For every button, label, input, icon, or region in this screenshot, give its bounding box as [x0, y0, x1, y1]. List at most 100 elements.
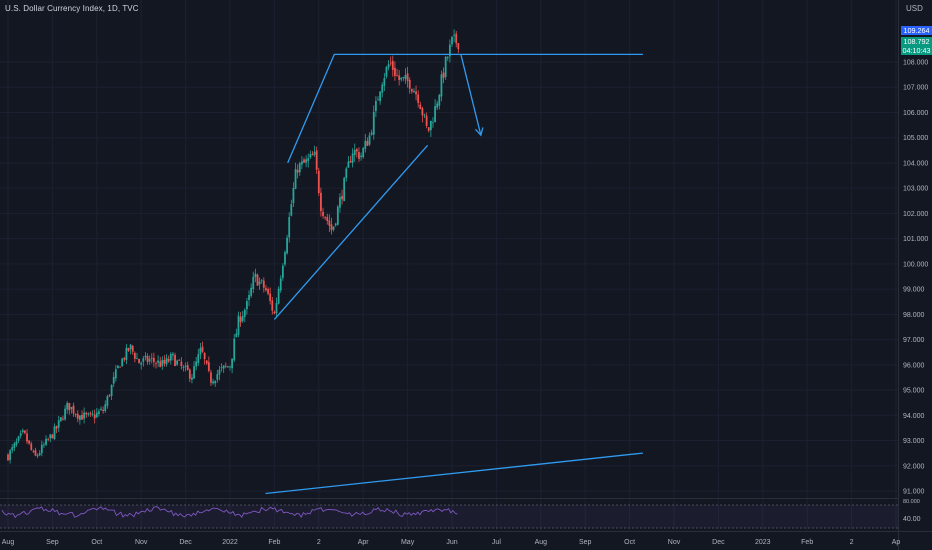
candle-body: [391, 60, 394, 70]
candle-body: [167, 358, 170, 362]
candle-body: [398, 75, 401, 81]
candle-body: [131, 345, 134, 352]
candle-body: [148, 359, 151, 362]
candle-body: [144, 355, 147, 358]
candle-body: [121, 358, 124, 367]
time-axis[interactable]: Aug Sep Oct Nov Dec 2022 Feb 2 Apr May Jun Jul Aug Se…: [0, 531, 932, 547]
candle-body: [353, 150, 356, 155]
candle-body: [30, 443, 33, 450]
candle-body: [332, 226, 335, 230]
candle-body: [237, 315, 240, 335]
candle-body: [112, 376, 115, 384]
candle-body: [362, 148, 365, 158]
candle-body: [294, 169, 297, 189]
y-tick-label: 96.000: [903, 362, 925, 369]
forecast-arrow-head[interactable]: [474, 127, 484, 137]
x-tick-label: 2: [850, 539, 854, 546]
x-tick-label: Oct: [91, 539, 102, 546]
candle-body: [267, 289, 269, 294]
x-tick-label: Aug: [535, 539, 548, 546]
candle-body: [358, 152, 360, 159]
candle-body: [254, 273, 257, 277]
x-tick-label: Aug: [2, 539, 15, 546]
channel-lower-line[interactable]: [273, 144, 429, 320]
price-axis[interactable]: 91.000 92.000 93.000 94.000 95.000 96.000 97.0…: [898, 0, 929, 550]
candle-body: [313, 152, 316, 155]
x-tick-label: Feb: [801, 539, 813, 546]
candle-body: [43, 444, 45, 446]
channel-upper-line[interactable]: [287, 53, 441, 164]
candle-body: [425, 115, 428, 126]
candle-body: [436, 103, 439, 108]
y-tick-label: 93.000: [903, 438, 925, 445]
candle-body: [59, 417, 62, 421]
candle-body: [248, 295, 250, 300]
candle-body: [451, 36, 453, 45]
x-tick-label: 2023: [755, 539, 771, 546]
drawings[interactable]: [265, 53, 643, 495]
candle-body: [231, 358, 234, 369]
candle-body: [246, 301, 248, 310]
candle-body: [396, 75, 398, 76]
candle-body: [210, 372, 212, 383]
candle-body: [265, 288, 267, 291]
candle-body: [216, 374, 219, 380]
candle-body: [95, 412, 98, 418]
y-tick-label: 106.000: [903, 110, 928, 117]
forecast-arrow-shaft[interactable]: [460, 54, 482, 136]
candle-body: [83, 412, 86, 419]
candle-body: [214, 380, 217, 384]
candle-body: [408, 79, 411, 89]
candle-body: [284, 252, 286, 265]
candle-body: [102, 409, 105, 411]
candle-body: [49, 434, 52, 439]
candle-body: [446, 57, 449, 58]
candle-body: [402, 76, 405, 78]
candle-body: [184, 365, 187, 367]
candle-body: [377, 99, 379, 101]
candle-body: [330, 224, 333, 231]
y-tick-label: 99.000: [903, 287, 925, 294]
candle-body: [243, 309, 246, 317]
candle-body: [226, 366, 229, 368]
candle-body: [91, 414, 94, 415]
candle-body: [114, 369, 117, 379]
y-tick-label: 92.000: [903, 463, 925, 470]
candle-body: [320, 192, 322, 212]
candle-body: [235, 333, 238, 338]
candle-body: [258, 281, 261, 285]
candle-body: [205, 360, 208, 364]
candle-body: [355, 149, 358, 152]
candle-body: [98, 411, 100, 414]
candle-body: [260, 280, 263, 282]
long-trendline[interactable]: [265, 452, 643, 495]
candle-body: [457, 43, 460, 50]
candle-body: [180, 361, 183, 367]
x-tick-label: Apr: [358, 539, 370, 546]
x-tick-label: Ap: [892, 539, 901, 546]
y-tick-label: 105.000: [903, 135, 928, 142]
candle-body: [195, 361, 198, 367]
candle-body: [307, 158, 310, 162]
candle-body: [239, 316, 242, 323]
candle-body: [24, 430, 26, 433]
rsi-panel[interactable]: 80.000 40.00: [0, 498, 921, 529]
candle-body: [432, 122, 434, 124]
candle-body: [372, 111, 375, 135]
rsi-level-label: 40.00: [903, 516, 921, 523]
y-tick-label: 107.000: [903, 85, 928, 92]
candle-body: [15, 441, 18, 445]
candle-body: [241, 315, 244, 321]
last-price-tag: 108.792 04:10:43: [901, 37, 932, 55]
symbol-title[interactable]: U.S. Dollar Currency Index, 1D, TVC: [5, 4, 139, 13]
candle-body: [150, 357, 153, 359]
x-tick-label: Sep: [46, 539, 59, 546]
candle-body: [152, 357, 155, 362]
candle-body: [229, 366, 231, 368]
x-tick-label: Dec: [712, 539, 725, 546]
candle-body: [370, 132, 373, 135]
candle-body: [224, 365, 227, 367]
candle-body: [11, 447, 14, 451]
candle-body: [62, 418, 64, 420]
